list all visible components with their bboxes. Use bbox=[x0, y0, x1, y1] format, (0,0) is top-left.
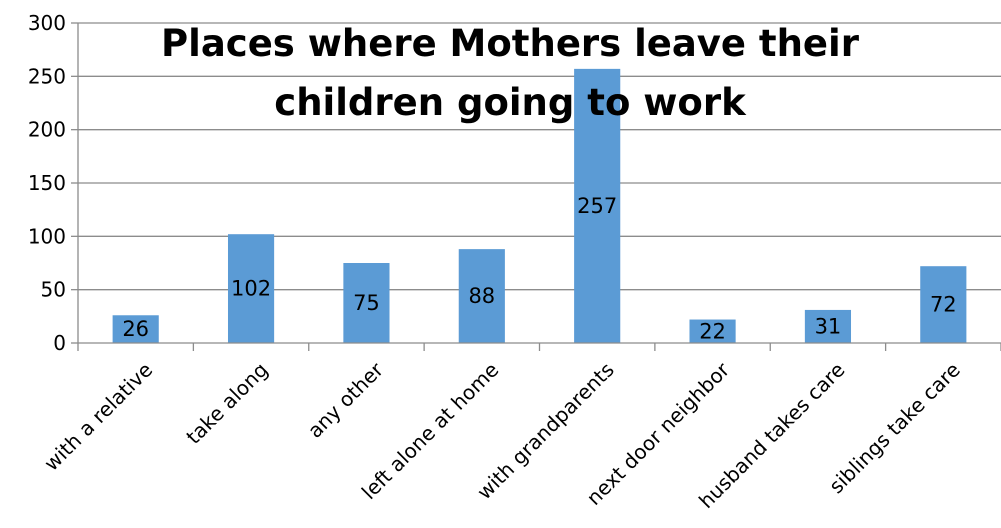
bar bbox=[920, 266, 967, 343]
bar bbox=[343, 263, 390, 343]
bar bbox=[689, 319, 736, 343]
chart-title-line-2: children going to work bbox=[274, 81, 747, 124]
x-tick-label: any other bbox=[303, 357, 389, 443]
bar bbox=[458, 249, 505, 343]
bar bbox=[112, 315, 159, 343]
y-tick-label: 100 bbox=[28, 224, 66, 248]
x-tick-label: take along bbox=[181, 358, 272, 449]
chart-title-line-1: Places where Mothers leave their bbox=[161, 22, 860, 65]
y-tick-label: 300 bbox=[28, 11, 66, 35]
chart-title: Places where Mothers leave their childre… bbox=[161, 22, 860, 124]
bars bbox=[112, 68, 967, 343]
y-tick-label: 150 bbox=[28, 171, 66, 195]
data-labels: 26 102 75 88 257 22 31 72 bbox=[122, 194, 956, 343]
data-label: 102 bbox=[231, 277, 271, 301]
x-tick-label: with a relative bbox=[39, 358, 157, 476]
y-tick-label: 250 bbox=[28, 64, 66, 88]
y-tick-label: 200 bbox=[28, 118, 66, 142]
y-tick-label: 50 bbox=[41, 278, 66, 302]
data-label: 31 bbox=[815, 314, 842, 338]
bar bbox=[574, 68, 621, 343]
data-label: 26 bbox=[122, 317, 149, 341]
data-label: 88 bbox=[468, 284, 495, 308]
data-label: 72 bbox=[930, 293, 957, 317]
bar bbox=[804, 309, 852, 343]
data-label: 22 bbox=[699, 319, 726, 343]
data-label: 257 bbox=[577, 194, 617, 218]
y-tick-label: 0 bbox=[53, 331, 66, 355]
data-label: 75 bbox=[353, 291, 380, 315]
bar bbox=[227, 234, 275, 343]
